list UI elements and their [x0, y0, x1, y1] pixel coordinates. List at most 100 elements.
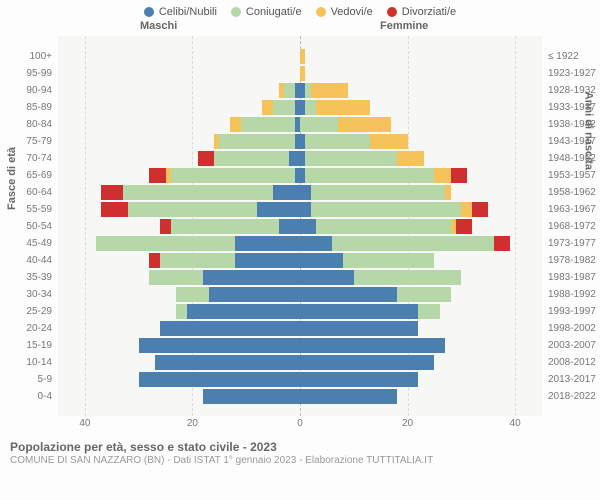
age-label: 10-14	[6, 354, 58, 371]
female-bar	[300, 270, 461, 285]
male-bar	[149, 168, 300, 183]
female-bar	[300, 66, 305, 81]
bar-segment	[370, 134, 408, 149]
bar-segment	[171, 219, 279, 234]
male-bar	[139, 372, 300, 387]
bar-segment	[289, 151, 300, 166]
legend-label: Divorziati/e	[402, 6, 456, 18]
birth-year-label: 1923-1927	[542, 65, 598, 82]
male-bar	[160, 321, 300, 336]
bar-segment	[316, 100, 370, 115]
bar-segment	[273, 100, 295, 115]
x-tick-label: 40	[510, 418, 521, 429]
female-bar	[300, 49, 305, 64]
male-bar	[149, 270, 300, 285]
bar-segment	[456, 219, 472, 234]
legend-label: Celibi/Nubili	[159, 6, 217, 18]
pyramid-row: 85-891933-1937	[58, 99, 542, 116]
male-bar	[198, 151, 300, 166]
bar-segment	[300, 372, 418, 387]
birth-year-label: 1983-1987	[542, 269, 598, 286]
age-label: 50-54	[6, 218, 58, 235]
bar-segment	[300, 66, 305, 81]
bar-segment	[176, 304, 187, 319]
pyramid-row: 45-491973-1977	[58, 235, 542, 252]
age-label: 15-19	[6, 337, 58, 354]
legend-item: Vedovi/e	[316, 6, 373, 18]
bar-segment	[300, 236, 332, 251]
bar-segment	[434, 168, 450, 183]
bar-segment	[209, 287, 300, 302]
gender-headers: Maschi Femmine	[0, 20, 600, 36]
bar-segment	[305, 168, 434, 183]
pyramid-row: 75-791943-1947	[58, 133, 542, 150]
bar-segment	[472, 202, 488, 217]
bar-segment	[305, 134, 370, 149]
bar-segment	[203, 389, 300, 404]
bar-segment	[96, 236, 236, 251]
bar-segment	[445, 185, 450, 200]
bar-segment	[451, 168, 467, 183]
bar-segment	[101, 185, 123, 200]
male-bar	[176, 304, 300, 319]
male-bar	[139, 338, 300, 353]
age-label: 60-64	[6, 184, 58, 201]
legend: Celibi/NubiliConiugati/eVedovi/eDivorzia…	[0, 6, 600, 18]
female-bar	[300, 389, 397, 404]
legend-swatch	[387, 7, 397, 17]
birth-year-label: 2008-2012	[542, 354, 598, 371]
bar-segment	[300, 253, 343, 268]
bar-segment	[300, 117, 338, 132]
bar-segment	[300, 321, 418, 336]
birth-year-label: 1978-1982	[542, 252, 598, 269]
birth-year-label: 1928-1932	[542, 82, 598, 99]
bar-segment	[235, 253, 300, 268]
bar-segment	[300, 389, 397, 404]
age-label: 80-84	[6, 116, 58, 133]
female-bar	[300, 134, 408, 149]
birth-year-label: 2013-2017	[542, 371, 598, 388]
female-bar	[300, 219, 472, 234]
legend-swatch	[316, 7, 326, 17]
bar-segment	[305, 100, 316, 115]
bar-segment	[311, 202, 462, 217]
age-label: 5-9	[6, 371, 58, 388]
bar-segment	[300, 219, 316, 234]
bar-segment	[171, 168, 295, 183]
birth-year-label: 1998-2002	[542, 320, 598, 337]
age-label: 25-29	[6, 303, 58, 320]
bar-segment	[300, 338, 445, 353]
bar-segment	[461, 202, 472, 217]
bar-segment	[176, 287, 208, 302]
bar-segment	[149, 253, 160, 268]
pyramid-row: 30-341988-1992	[58, 286, 542, 303]
pyramid-row: 0-42018-2022	[58, 388, 542, 405]
bar-segment	[187, 304, 300, 319]
age-label: 100+	[6, 48, 58, 65]
age-label: 65-69	[6, 167, 58, 184]
female-bar	[300, 355, 434, 370]
pyramid-row: 20-241998-2002	[58, 320, 542, 337]
age-label: 55-59	[6, 201, 58, 218]
female-bar	[300, 185, 451, 200]
bar-segment	[219, 134, 294, 149]
pyramid-row: 70-741948-1952	[58, 150, 542, 167]
bar-segment	[149, 168, 165, 183]
bar-segment	[338, 117, 392, 132]
male-bar	[160, 219, 300, 234]
female-bar	[300, 321, 418, 336]
bar-segment	[494, 236, 510, 251]
birth-year-label: 1933-1937	[542, 99, 598, 116]
bar-segment	[230, 117, 241, 132]
female-bar	[300, 202, 488, 217]
bar-segment	[198, 151, 214, 166]
male-bar	[262, 100, 300, 115]
age-label: 0-4	[6, 388, 58, 405]
pyramid-row: 50-541968-1972	[58, 218, 542, 235]
male-bar	[101, 202, 300, 217]
bar-segment	[397, 287, 451, 302]
male-bar	[176, 287, 300, 302]
pyramid-row: 90-941928-1932	[58, 82, 542, 99]
bar-segment	[160, 219, 171, 234]
bar-segment	[101, 202, 128, 217]
